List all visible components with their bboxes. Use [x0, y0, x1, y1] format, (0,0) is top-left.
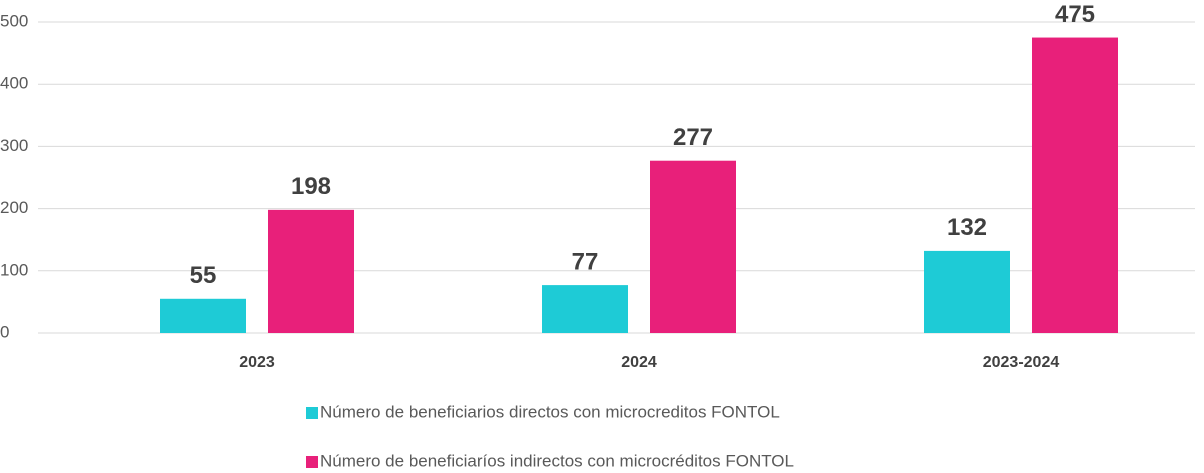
- bar: [1032, 37, 1118, 334]
- bar: [924, 250, 1010, 333]
- y-tick-label: 500: [0, 11, 28, 30]
- data-label: 277: [673, 124, 713, 151]
- y-tick-label: 100: [0, 260, 28, 279]
- x-tick-label: 2023: [239, 354, 275, 371]
- data-label: 198: [291, 173, 331, 200]
- data-label: 77: [572, 248, 599, 275]
- data-label: 475: [1055, 1, 1095, 28]
- data-label: 132: [947, 214, 987, 241]
- legend-label: Número de beneficiarios directos con mic…: [320, 402, 780, 421]
- bar: [650, 160, 736, 333]
- legend-label: Número de beneficiaríos indirectos con m…: [320, 451, 794, 470]
- legend-swatch: [306, 407, 318, 419]
- legend-swatch: [306, 456, 318, 468]
- bar: [160, 298, 246, 333]
- x-tick-label: 2023-2024: [983, 354, 1060, 371]
- y-tick-label: 400: [0, 74, 28, 93]
- y-tick-label: 300: [0, 136, 28, 155]
- x-tick-label: 2024: [621, 354, 657, 371]
- y-tick-label: 200: [0, 198, 28, 217]
- y-tick-label: 0: [0, 322, 9, 341]
- bar: [542, 285, 628, 333]
- bar: [268, 209, 354, 333]
- data-label: 55: [190, 262, 217, 289]
